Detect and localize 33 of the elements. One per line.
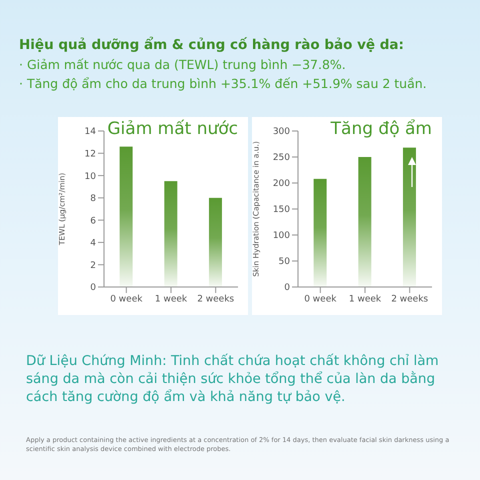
y-tick-label: 200 [272, 179, 290, 190]
x-tick-label: 0 week [304, 294, 338, 304]
bar [120, 146, 133, 287]
x-tick-label: 2 weeks [391, 294, 428, 304]
text: Dữ Liệu Chứng Minh: Tinh chất chứa hoạt chất không chỉ làm sáng da mà còn cải thiện sức khỏe tổng thể của làn da bằng cách tăng cường độ ẩm và khả năng tự bảo vệ. [26, 352, 440, 406]
y-tick-label: 100 [272, 231, 290, 242]
x-tick-label: 1 week [348, 294, 382, 304]
y-tick-label: 300 [272, 127, 290, 138]
y-tick-label: 6 [90, 216, 96, 226]
y-tick-label: 250 [272, 153, 290, 164]
y-tick-label: 8 [90, 194, 96, 204]
y-tick-label: 0 [284, 283, 290, 294]
y-tick-label: 50 [278, 257, 290, 268]
bar [208, 198, 222, 287]
bar [314, 178, 327, 287]
text: · Tăng độ ẩm cho da trung bình +35.1% đến +51.9% sau 2 tuần. [19, 75, 428, 93]
bar [358, 157, 372, 287]
bar [402, 148, 416, 287]
y-tick-label: 14 [84, 127, 96, 138]
text: Hiệu quả dưỡng ẩm & củng cố hàng rào bảo vệ da: [19, 36, 405, 55]
y-tick-label: 2 [90, 260, 96, 271]
x-tick-label: 0 week [110, 294, 144, 304]
y-tick-label: 150 [272, 205, 290, 216]
y-tick-label: 12 [84, 149, 96, 160]
x-tick-label: 2 weeks [197, 294, 234, 304]
y-tick-label: 0 [90, 283, 96, 294]
bar [164, 181, 178, 287]
x-tick-label: 1 week [154, 294, 188, 304]
y-tick-label: 4 [90, 238, 96, 249]
chart-title: Giảm mất nước [107, 119, 238, 139]
chart-title: Tăng độ ẩm [330, 119, 432, 139]
y-tick-label: 10 [84, 172, 96, 182]
text: · Giảm mất nước qua da (TEWL) trung bình −37.8%. [19, 56, 347, 74]
